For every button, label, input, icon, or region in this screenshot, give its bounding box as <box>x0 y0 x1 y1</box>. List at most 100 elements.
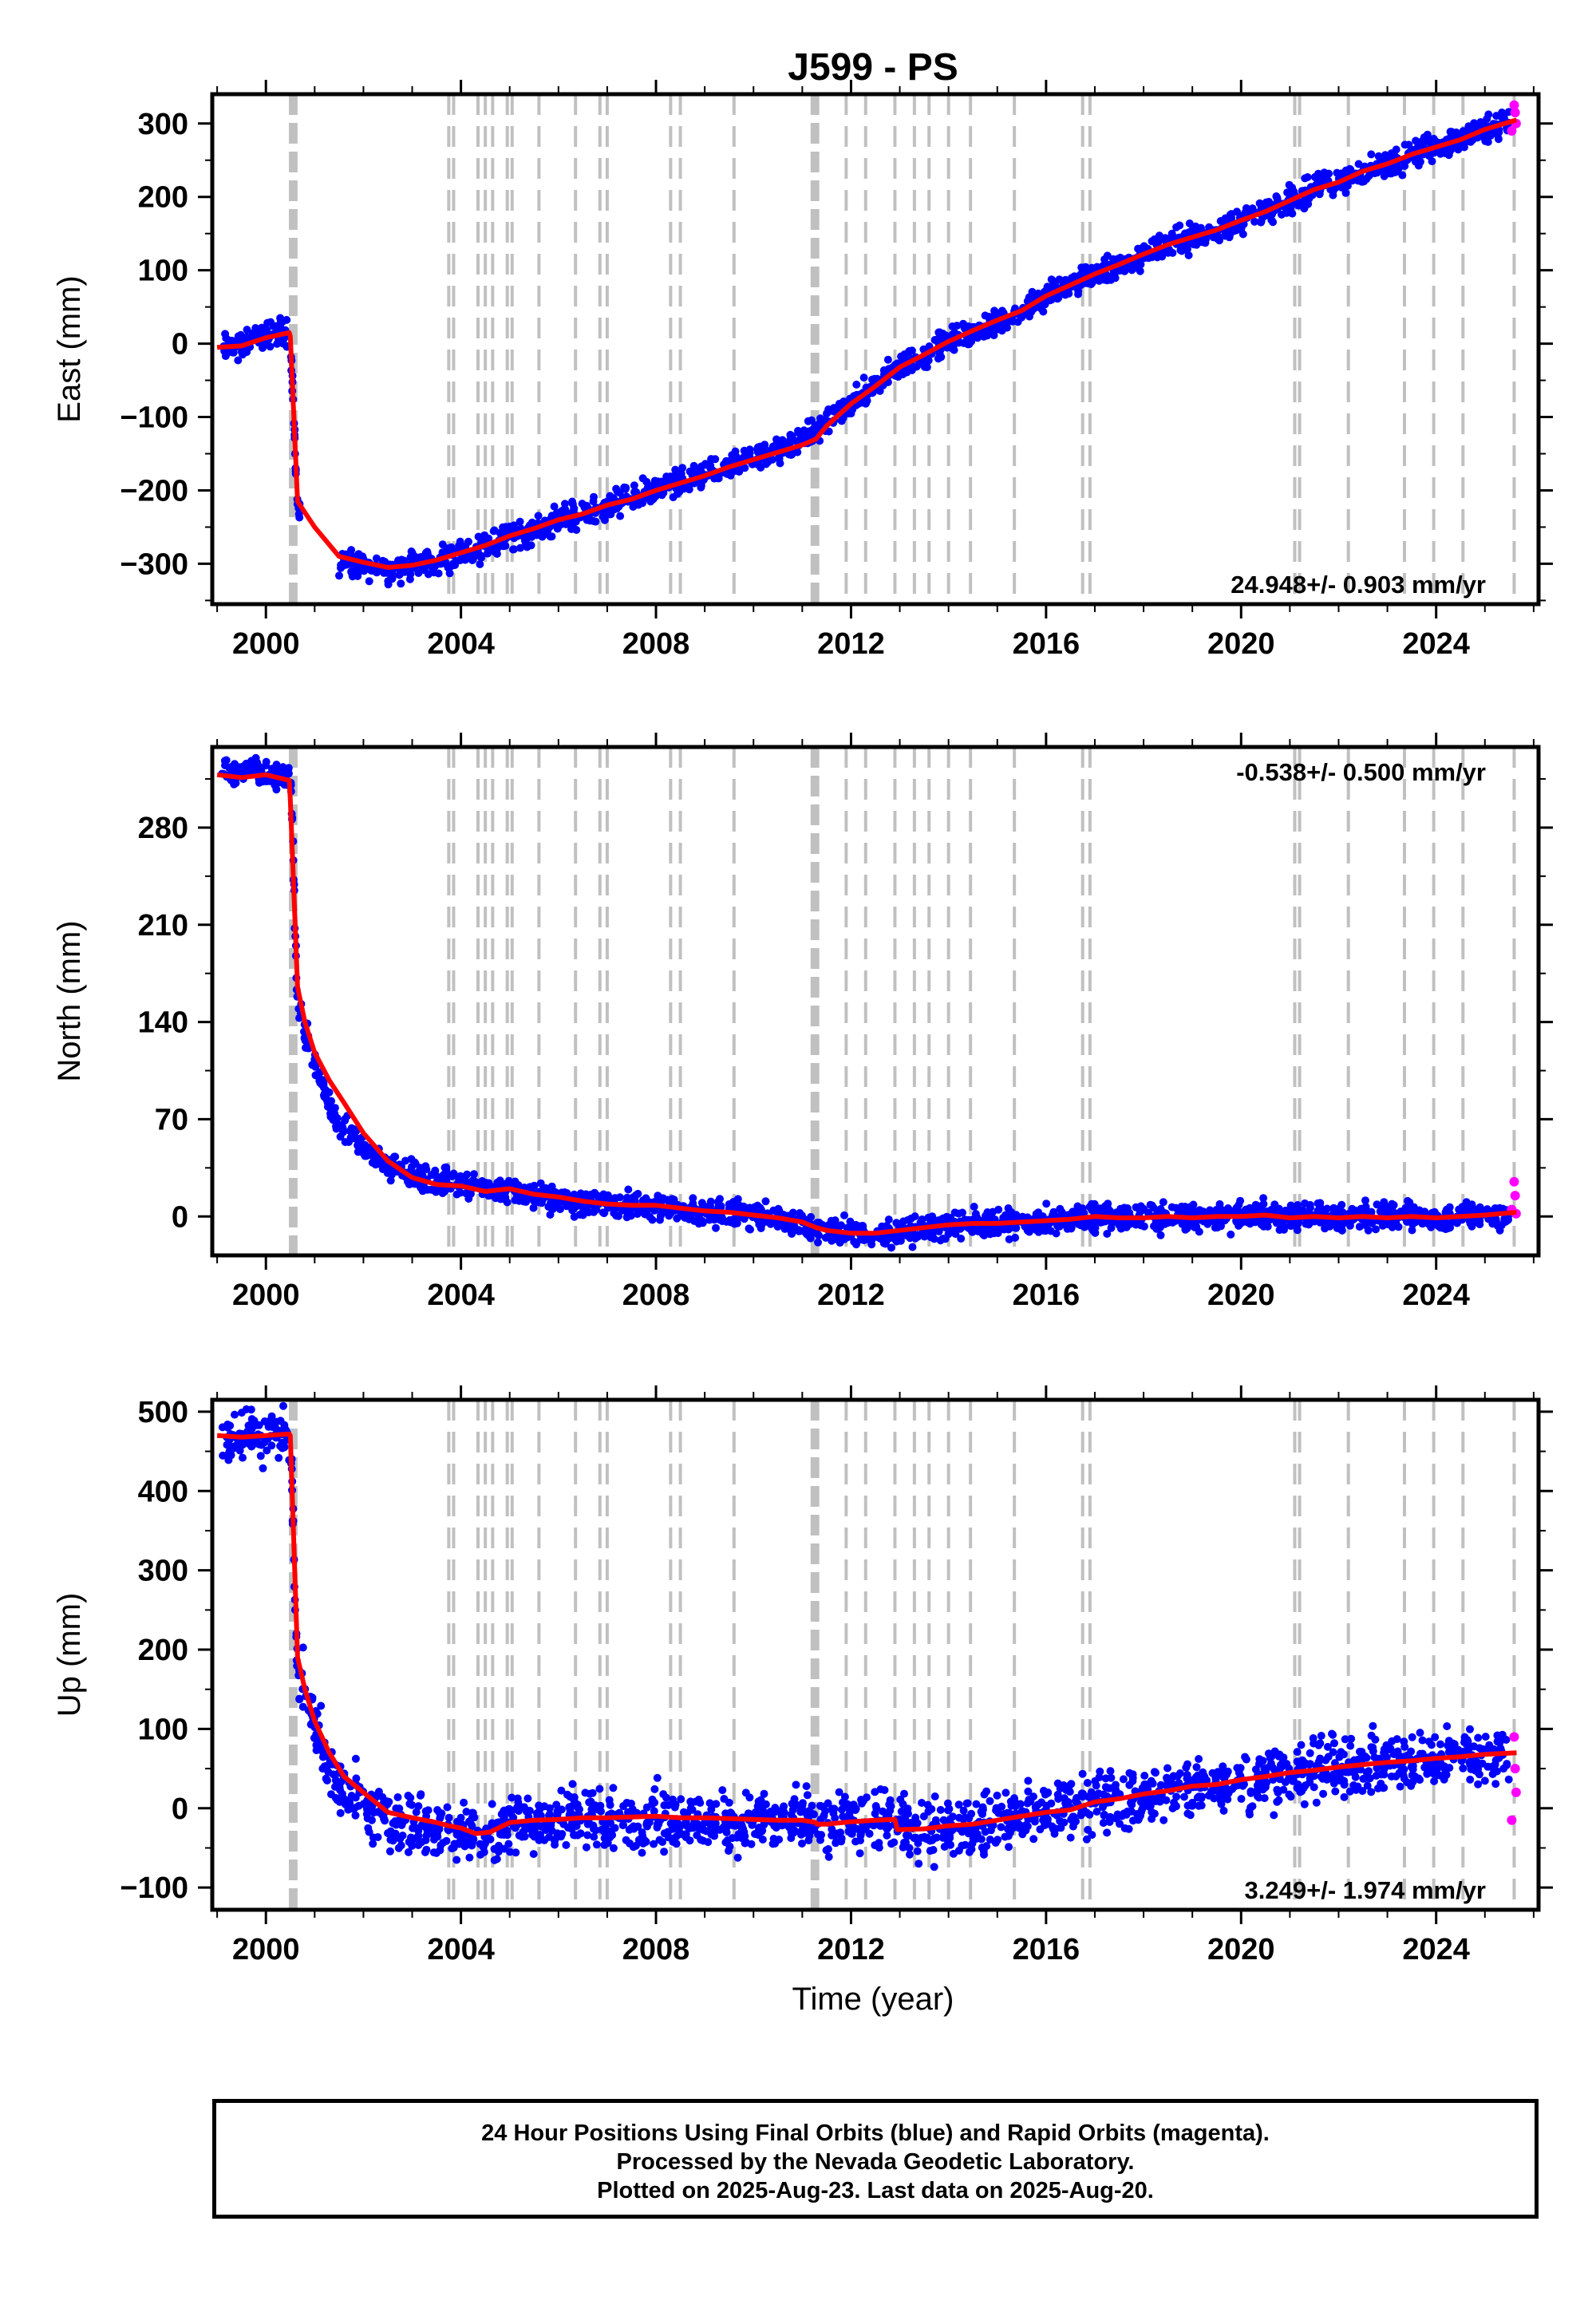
x-tick-label: 2020 <box>1207 1279 1275 1312</box>
data-point <box>1185 219 1194 227</box>
data-point <box>1483 137 1492 146</box>
data-point <box>438 540 447 549</box>
data-point <box>479 1843 488 1852</box>
data-point <box>1411 157 1420 166</box>
data-point <box>1248 204 1257 213</box>
data-point <box>1294 201 1302 210</box>
data-point <box>1321 176 1330 184</box>
data-point <box>1184 251 1193 259</box>
data-point <box>535 1804 544 1813</box>
data-point <box>879 366 888 374</box>
data-point <box>386 1836 395 1844</box>
data-point <box>468 1808 477 1817</box>
data-point <box>218 1423 227 1432</box>
data-point <box>1404 140 1413 149</box>
data-point <box>1248 1216 1256 1225</box>
data-point <box>443 1803 452 1812</box>
data-point <box>465 1853 474 1862</box>
data-point <box>234 356 243 365</box>
data-point <box>1226 1207 1235 1215</box>
data-point <box>897 1219 905 1228</box>
x-tick-label: 2012 <box>817 1279 885 1312</box>
data-point <box>469 1176 478 1184</box>
data-point <box>787 451 796 459</box>
data-point <box>492 550 501 558</box>
data-point <box>247 1442 256 1451</box>
data-point <box>689 461 698 470</box>
data-point <box>275 1453 283 1462</box>
data-point <box>973 1213 982 1222</box>
data-point <box>704 1838 713 1847</box>
data-point <box>1335 1222 1344 1231</box>
data-point <box>582 1843 591 1852</box>
data-point <box>606 510 615 519</box>
data-point <box>670 1803 679 1812</box>
y-tick-label: 140 <box>138 1006 188 1040</box>
data-point <box>1258 1201 1266 1210</box>
data-point <box>725 1842 734 1851</box>
x-tick-label: 2000 <box>232 627 300 661</box>
data-point <box>697 481 705 490</box>
data-point <box>1417 137 1426 146</box>
data-point <box>1294 1207 1302 1216</box>
data-point <box>364 1824 373 1832</box>
data-point <box>741 1203 750 1212</box>
y-tick-label: 300 <box>138 108 188 141</box>
data-point <box>591 517 600 526</box>
data-point <box>351 1811 360 1820</box>
data-point <box>938 1235 947 1243</box>
data-point <box>1325 169 1333 178</box>
data-point <box>1202 235 1210 243</box>
data-point <box>1360 177 1369 186</box>
data-point <box>970 1203 978 1211</box>
data-point <box>412 1824 421 1832</box>
data-point <box>875 386 884 395</box>
data-point <box>1500 1216 1509 1225</box>
x-tick-label: 2008 <box>622 1279 690 1312</box>
data-point <box>1177 1202 1186 1211</box>
data-point <box>503 1831 512 1840</box>
data-point <box>751 1830 759 1838</box>
data-point <box>384 580 393 589</box>
data-point <box>421 1823 429 1832</box>
data-point <box>905 347 914 356</box>
data-point <box>618 1821 627 1830</box>
data-point <box>1263 1222 1272 1231</box>
data-point <box>899 370 907 379</box>
data-point <box>1093 1206 1102 1215</box>
data-point <box>745 449 753 456</box>
chart-title: J599 - PS <box>788 46 958 89</box>
data-point <box>1255 199 1264 207</box>
data-point <box>1156 1231 1165 1239</box>
data-point <box>833 1829 842 1838</box>
data-point <box>689 1194 697 1203</box>
data-point <box>532 531 541 539</box>
data-point <box>1329 185 1338 194</box>
data-point <box>263 326 271 334</box>
data-point <box>504 1840 513 1848</box>
data-point <box>638 1848 646 1857</box>
data-point <box>1373 1200 1381 1209</box>
data-point <box>669 1795 677 1804</box>
data-point <box>746 1225 754 1234</box>
data-point <box>424 1806 433 1815</box>
data-point <box>835 1788 843 1796</box>
y-tick-label: −300 <box>120 547 188 581</box>
y-tick-label: 70 <box>155 1103 188 1136</box>
data-point <box>1042 1199 1051 1208</box>
data-point <box>583 1831 592 1840</box>
data-point <box>1367 150 1376 159</box>
data-point <box>1053 294 1062 303</box>
data-point <box>1443 1221 1451 1230</box>
x-tick-label: 2016 <box>1013 1279 1080 1312</box>
data-point <box>852 380 861 389</box>
data-point <box>567 1802 575 1811</box>
data-point <box>387 1170 396 1179</box>
data-point <box>462 1808 471 1816</box>
data-point <box>799 1829 808 1838</box>
data-point <box>563 1189 571 1197</box>
data-point <box>1232 1203 1241 1212</box>
data-point <box>758 1826 767 1835</box>
data-point <box>438 548 447 557</box>
